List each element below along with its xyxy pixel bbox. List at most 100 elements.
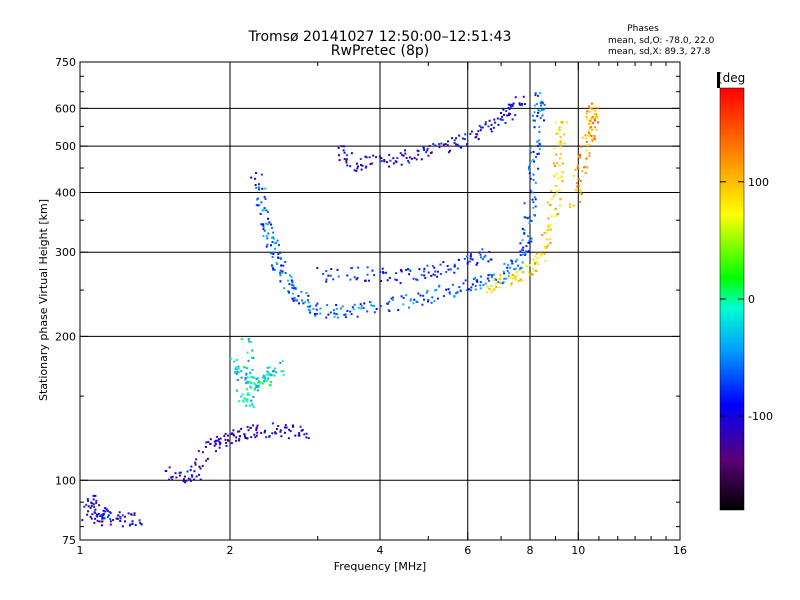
echo-point (514, 114, 517, 117)
phases-heading: Phases (627, 24, 659, 34)
echo-point (507, 103, 510, 106)
echo-point (529, 177, 532, 180)
echo-point (573, 174, 575, 177)
echo-point (429, 152, 432, 154)
echo-point (270, 381, 272, 384)
echo-point (266, 210, 269, 213)
echo-point (487, 260, 490, 263)
echo-point (587, 134, 589, 137)
echo-point (271, 265, 274, 268)
echo-point (474, 136, 477, 139)
echo-point (574, 169, 577, 171)
echo-point (488, 288, 491, 291)
echo-point (435, 289, 438, 291)
echo-point (386, 279, 389, 282)
echo-point (585, 115, 588, 118)
echo-point (524, 216, 527, 219)
echo-point (588, 105, 590, 108)
echo-point (247, 392, 249, 395)
echo-point (590, 102, 593, 105)
echo-point (517, 264, 520, 267)
echo-point (577, 185, 580, 187)
echo-point (402, 297, 405, 299)
echo-point (279, 269, 282, 272)
echo-point (353, 303, 356, 306)
echo-point (209, 438, 212, 441)
echo-point (336, 316, 339, 319)
echo-point (427, 271, 430, 274)
echo-point (499, 282, 502, 285)
echo-point (288, 428, 291, 431)
echo-point (274, 431, 277, 434)
echo-point (235, 372, 238, 375)
echo-point (509, 266, 512, 269)
echo-point (190, 465, 193, 468)
echo-point (171, 478, 174, 481)
echo-point (426, 289, 429, 292)
echo-point (198, 465, 201, 468)
echo-point (539, 101, 542, 104)
echo-point (327, 274, 330, 277)
echo-point (561, 180, 564, 183)
echo-point (175, 476, 178, 479)
echo-point (521, 249, 524, 252)
echo-point (346, 154, 348, 157)
echo-point (364, 155, 367, 158)
echo-point (90, 501, 93, 504)
echo-point (477, 138, 480, 140)
echo-point (127, 512, 130, 515)
echo-point (179, 474, 181, 477)
echo-point (95, 501, 98, 504)
echo-point (279, 280, 282, 283)
echo-point (453, 139, 456, 142)
echo-point (496, 278, 499, 281)
echo-point (526, 217, 529, 220)
echo-point (189, 479, 192, 482)
echo-point (254, 383, 257, 386)
echo-point (436, 270, 439, 273)
echo-point (579, 200, 582, 203)
echo-point (284, 424, 287, 427)
echo-point (260, 223, 263, 226)
echo-point (277, 256, 280, 259)
echo-point (168, 466, 171, 469)
echo-point (265, 222, 267, 225)
echo-point (270, 373, 273, 376)
echo-point (91, 513, 94, 516)
echo-point (380, 160, 383, 163)
echo-point (94, 494, 97, 497)
echo-point (525, 245, 528, 248)
echo-point (454, 292, 457, 295)
echo-point (593, 138, 596, 141)
echo-point (418, 268, 421, 271)
echo-point (395, 161, 398, 164)
echo-point (500, 118, 503, 121)
echo-point (386, 302, 389, 305)
echo-point (535, 155, 538, 158)
echo-point (382, 271, 384, 274)
echo-point (520, 279, 523, 282)
echo-point (459, 146, 462, 148)
echo-point (87, 505, 90, 508)
echo-point (373, 311, 376, 314)
echo-point (105, 508, 108, 511)
echo-point (542, 108, 545, 111)
echo-point (216, 439, 219, 442)
echo-point (355, 170, 358, 172)
echo-point (519, 278, 522, 281)
echo-point (511, 260, 513, 263)
echo-point (438, 284, 441, 287)
echo-point (264, 187, 267, 190)
echo-point (315, 308, 318, 311)
echo-point (541, 234, 544, 236)
echo-point (527, 241, 530, 244)
echo-point (597, 121, 600, 124)
echo-point (239, 435, 241, 438)
echo-point (247, 381, 249, 384)
echo-point (509, 103, 512, 106)
echo-point (298, 302, 300, 305)
echo-point (101, 524, 103, 527)
echo-point (257, 186, 260, 189)
echo-point (494, 121, 497, 124)
echo-point (578, 153, 581, 156)
